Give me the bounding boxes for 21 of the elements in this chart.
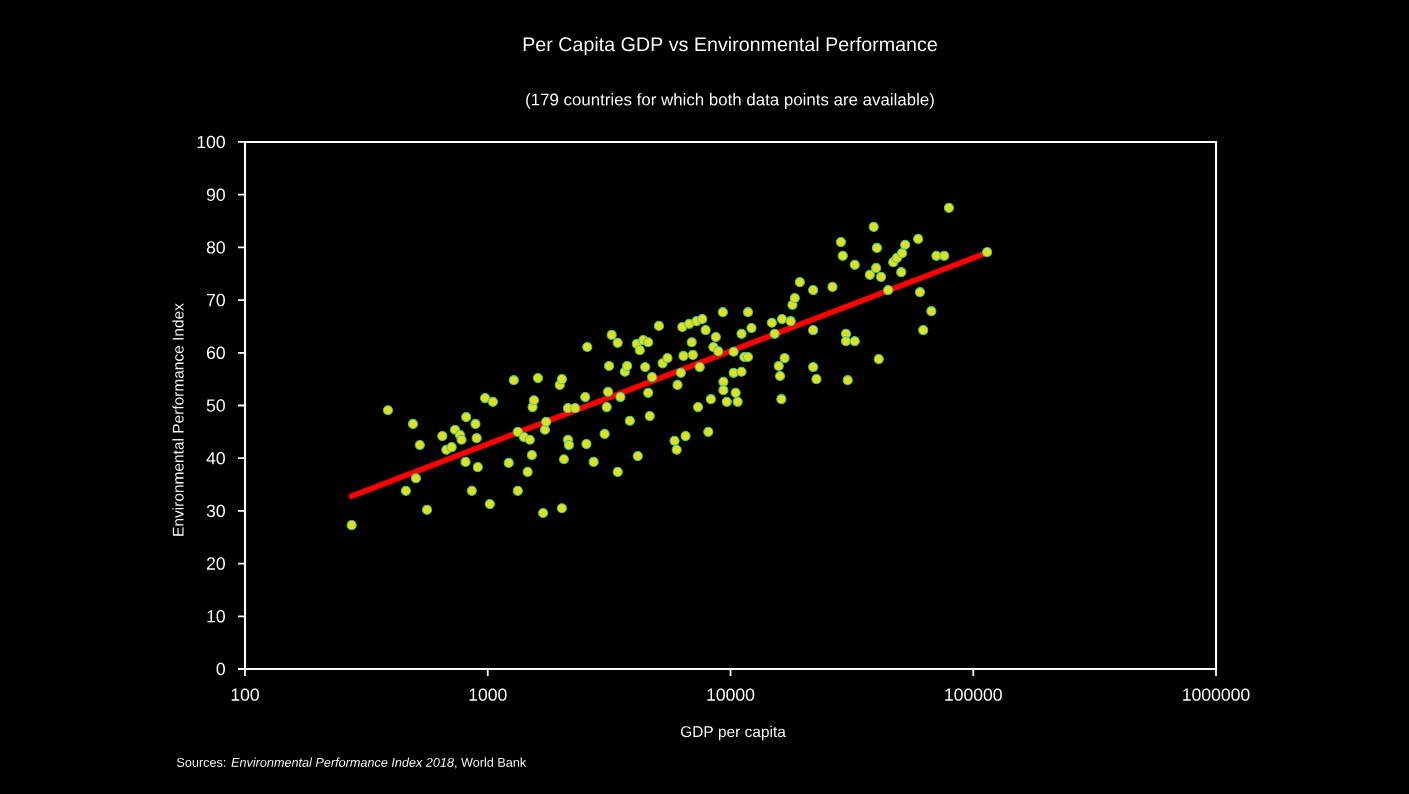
y-tick-label: 80 xyxy=(206,241,225,254)
x-axis-title: GDP per capita xyxy=(680,725,786,741)
y-axis-title: Environmental Performance Index xyxy=(172,303,184,536)
chart-subtitle: (179 countries for which both data points are available) xyxy=(526,93,934,109)
x-tick-label: 10000 xyxy=(707,688,755,701)
x-tick-label: 1000 xyxy=(469,688,507,701)
y-tick-label: 50 xyxy=(206,399,225,412)
y-tick-label: 100 xyxy=(197,135,225,149)
y-tick-label: 70 xyxy=(206,293,225,307)
y-tick-label: 20 xyxy=(206,557,225,570)
x-tick-label: 100 xyxy=(231,688,259,701)
y-tick-label: 0 xyxy=(216,662,225,676)
source-note: Sources: Environmental Performance Index 2018, World Bank xyxy=(176,757,527,769)
y-tick-label: 60 xyxy=(206,346,225,360)
y-tick-label: 40 xyxy=(206,451,225,465)
chart-title: Per Capita GDP vs Environmental Performance xyxy=(523,36,937,56)
x-tick-label: 1000000 xyxy=(1183,688,1250,701)
y-tick-label: 30 xyxy=(206,504,225,518)
y-tick-label: 90 xyxy=(206,188,225,201)
x-tick-label: 100000 xyxy=(945,688,1002,701)
y-tick-label: 10 xyxy=(207,610,225,623)
